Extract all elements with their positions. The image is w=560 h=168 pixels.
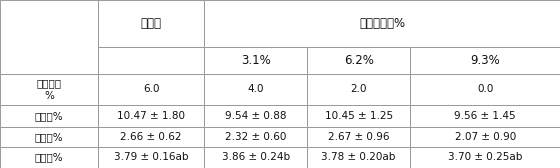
Text: 4.0: 4.0 bbox=[248, 85, 264, 94]
Bar bbox=[307, 47, 410, 74]
Bar bbox=[204, 147, 307, 168]
Bar bbox=[410, 74, 560, 105]
Text: 2.32 ± 0.60: 2.32 ± 0.60 bbox=[225, 132, 286, 142]
Text: 肝体比%: 肝体比% bbox=[35, 132, 63, 142]
Bar bbox=[410, 47, 560, 74]
Bar bbox=[0, 74, 98, 105]
Bar bbox=[204, 74, 307, 105]
Bar bbox=[410, 127, 560, 147]
Text: 10.47 ± 1.80: 10.47 ± 1.80 bbox=[117, 111, 185, 121]
Bar bbox=[410, 147, 560, 168]
Text: 3.79 ± 0.16ab: 3.79 ± 0.16ab bbox=[114, 153, 189, 162]
Bar bbox=[307, 147, 410, 168]
Bar bbox=[98, 147, 204, 168]
Bar bbox=[98, 47, 204, 74]
Text: 2.67 ± 0.96: 2.67 ± 0.96 bbox=[328, 132, 389, 142]
Bar bbox=[307, 74, 410, 105]
Text: 9.56 ± 1.45: 9.56 ± 1.45 bbox=[454, 111, 516, 121]
Text: 3.78 ± 0.20ab: 3.78 ± 0.20ab bbox=[321, 153, 396, 162]
Text: 2.07 ± 0.90: 2.07 ± 0.90 bbox=[455, 132, 516, 142]
Text: 9.54 ± 0.88: 9.54 ± 0.88 bbox=[225, 111, 286, 121]
Text: 鱼粉用量
%: 鱼粉用量 % bbox=[36, 78, 62, 101]
Bar bbox=[0, 147, 98, 168]
Text: 益生肽用量%: 益生肽用量% bbox=[359, 17, 405, 30]
Bar bbox=[204, 127, 307, 147]
Text: 9.3%: 9.3% bbox=[470, 54, 500, 67]
Bar bbox=[410, 105, 560, 127]
Text: 6.2%: 6.2% bbox=[344, 54, 374, 67]
Bar bbox=[98, 105, 204, 127]
Text: 2.66 ± 0.62: 2.66 ± 0.62 bbox=[120, 132, 182, 142]
Bar bbox=[204, 105, 307, 127]
Bar bbox=[98, 0, 204, 47]
Text: 10.45 ± 1.25: 10.45 ± 1.25 bbox=[325, 111, 393, 121]
Text: 0.0: 0.0 bbox=[477, 85, 493, 94]
Bar bbox=[307, 105, 410, 127]
Text: 对照组: 对照组 bbox=[141, 17, 162, 30]
Text: 3.86 ± 0.24b: 3.86 ± 0.24b bbox=[222, 153, 290, 162]
Text: 6.0: 6.0 bbox=[143, 85, 160, 94]
Bar bbox=[204, 0, 560, 47]
Bar bbox=[204, 47, 307, 74]
Bar bbox=[307, 127, 410, 147]
Bar bbox=[0, 127, 98, 147]
Text: 脏体比%: 脏体比% bbox=[35, 111, 63, 121]
Text: 2.0: 2.0 bbox=[351, 85, 367, 94]
Bar bbox=[0, 105, 98, 127]
Bar bbox=[98, 127, 204, 147]
Bar bbox=[98, 74, 204, 105]
Bar bbox=[0, 0, 98, 74]
Text: 3.70 ± 0.25ab: 3.70 ± 0.25ab bbox=[448, 153, 522, 162]
Text: 3.1%: 3.1% bbox=[241, 54, 270, 67]
Text: 肥满度%: 肥满度% bbox=[35, 153, 63, 162]
